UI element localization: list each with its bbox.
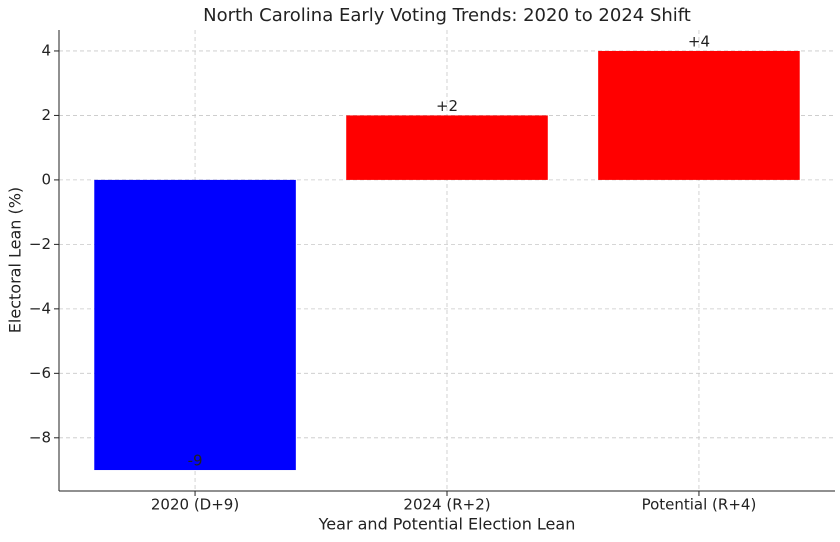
data-label: +4 — [688, 32, 710, 50]
x-tick-label: 2024 (R+2) — [403, 496, 490, 514]
chart-title: North Carolina Early Voting Trends: 2020… — [203, 5, 691, 26]
y-axis-label: Electoral Lean (%) — [6, 187, 25, 333]
x-tick-label: Potential (R+4) — [642, 496, 757, 514]
y-tick-label: −4 — [29, 299, 51, 317]
bar — [94, 179, 296, 471]
data-label: +2 — [436, 97, 458, 115]
y-tick-label: 0 — [41, 170, 51, 188]
y-tick-label: 4 — [41, 41, 51, 59]
bar — [598, 50, 800, 180]
x-tick-label: 2020 (D+9) — [151, 496, 239, 514]
y-tick-label: −2 — [29, 235, 51, 253]
x-axis-label: Year and Potential Election Lean — [318, 515, 576, 534]
y-tick-label: 2 — [41, 106, 51, 124]
y-tick-label: −6 — [29, 364, 51, 382]
data-label: -9 — [188, 452, 203, 470]
y-tick-label: −8 — [29, 428, 51, 446]
bar — [346, 115, 548, 180]
